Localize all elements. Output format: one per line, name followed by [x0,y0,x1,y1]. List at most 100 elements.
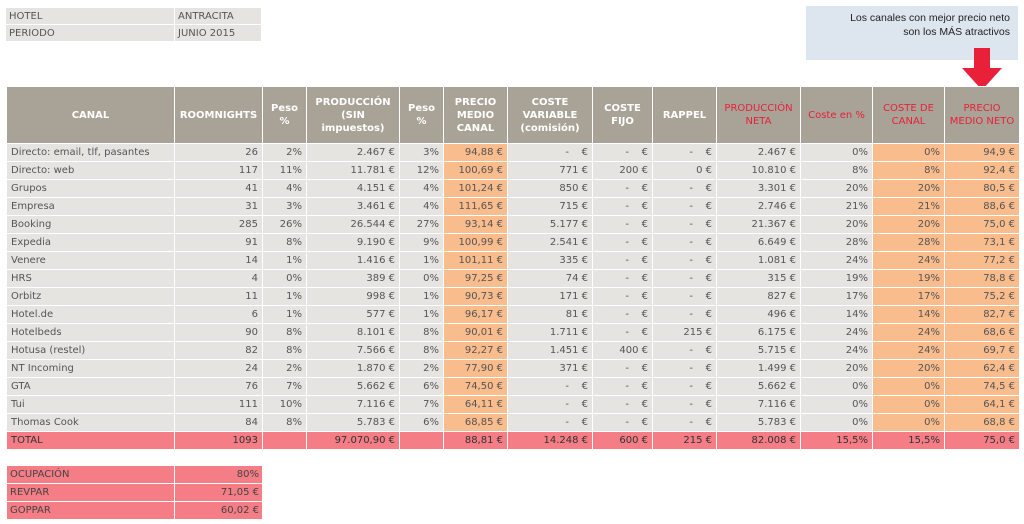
cell-10: 20% [800,359,873,378]
cell-3: 7.566 € [306,341,400,360]
cell-10: 14% [800,305,873,324]
cell-9: 827 € [716,287,801,306]
cell-6: - € [507,413,593,432]
cell-1: 26 [174,143,263,162]
cell-6: 14.248 € [507,431,593,450]
cell-2: 4% [262,179,307,198]
cell-6: - € [507,377,593,396]
cell-4: 4% [399,179,444,198]
cell-11: 20% [872,359,945,378]
cell-3: 7.116 € [306,395,400,414]
cell-1: 84 [174,413,263,432]
cell-4: 4% [399,197,444,216]
cell-3: 1.416 € [306,251,400,270]
cell-10: 28% [800,233,873,252]
column-header: PRODUCCIÓN NETA [716,86,801,144]
channel-name: Hotusa (restel) [6,341,175,360]
cell-1: 11 [174,287,263,306]
table-row: Venere 14 1% 1.416 €1% 101,11 €335 € - € - €1.… [6,251,1020,270]
cell-7: - € [592,215,653,234]
cell-1: 4 [174,269,263,288]
cell-9: 5.715 € [716,341,801,360]
periodo-value: JUNIO 2015 [174,24,261,42]
cell-12: 77,2 € [944,251,1020,270]
cell-2: 0% [262,269,307,288]
cell-9: 10.810 € [716,161,801,180]
cell-9: 3.301 € [716,179,801,198]
cell-10: 24% [800,341,873,360]
cell-10: 0% [800,413,873,432]
cell-6: 715 € [507,197,593,216]
cell-4: 2% [399,359,444,378]
cell-1: 285 [174,215,263,234]
kpi-label: REVPAR [6,483,175,502]
cell-6: - € [507,143,593,162]
kpi-row: GOPPAR 60,02 € [6,501,263,520]
cell-4: 12% [399,161,444,180]
cell-11: 21% [872,197,945,216]
cell-6: 81 € [507,305,593,324]
channel-name: GTA [6,377,175,396]
cell-6: 5.177 € [507,215,593,234]
table-row: Directo: email, tlf, pasantes 26 2% 2.467 €… [6,143,1020,162]
cell-8: 215 € [652,323,717,342]
cell-10: 17% [800,287,873,306]
table-row: Thomas Cook 84 8% 5.783 €6% 68,85 € - € - € - €… [6,413,1020,432]
cell-1: 91 [174,233,263,252]
note-line-1: Los canales con mejor precio neto [850,12,1010,24]
cell-4: 6% [399,377,444,396]
cell-3: 8.101 € [306,323,400,342]
cell-4: 1% [399,251,444,270]
cell-11: 28% [872,233,945,252]
cell-9: 496 € [716,305,801,324]
cell-8: - € [652,179,717,198]
cell-12: 78,8 € [944,269,1020,288]
table-row: Empresa 31 3% 3.461 €4% 111,65 €715 € - € - €2… [6,197,1020,216]
cell-9: 2.746 € [716,197,801,216]
cell-10: 20% [800,215,873,234]
cell-2: 26% [262,215,307,234]
cell-9: 2.467 € [716,143,801,162]
cell-10: 8% [800,161,873,180]
cell-5: 88,81 € [443,431,508,450]
column-header: Peso % [399,86,444,144]
cell-8: - € [652,197,717,216]
cell-12: 75,0 € [944,215,1020,234]
channel-name: Orbitz [6,287,175,306]
arrow-down-icon [962,48,1002,90]
channel-name: Directo: web [6,161,175,180]
cell-7: - € [592,269,653,288]
cell-2: 10% [262,395,307,414]
cell-5: 93,14 € [443,215,508,234]
hotel-value: ANTRACITA [174,8,261,25]
cell-4: 9% [399,233,444,252]
hotel-info: HOTEL ANTRACITA PERIODO JUNIO 2015 [6,8,261,42]
cell-2: 2% [262,359,307,378]
column-header: COSTE VARIABLE (comisión) [507,86,593,144]
cell-7: - € [592,179,653,198]
cell-12: 75,2 € [944,287,1020,306]
cell-6: 1.711 € [507,323,593,342]
cell-2: 2% [262,143,307,162]
table-row: NT Incoming 24 2% 1.870 €2% 77,90 €371 € - € -… [6,359,1020,378]
cell-11: 20% [872,179,945,198]
cell-1: 111 [174,395,263,414]
column-header: Coste en % [800,86,873,144]
cell-7: 600 € [592,431,653,450]
cell-3: 389 € [306,269,400,288]
cell-6: - € [507,395,593,414]
channel-name: HRS [6,269,175,288]
cell-3: 26.544 € [306,215,400,234]
note-box: Los canales con mejor precio neto son lo… [806,6,1018,60]
cell-6: 2.541 € [507,233,593,252]
cell-10: 20% [800,179,873,198]
cell-5: 74,50 € [443,377,508,396]
cell-10: 15,5% [800,431,873,450]
cell-7: - € [592,233,653,252]
channel-name: Tui [6,395,175,414]
cell-3: 1.870 € [306,359,400,378]
cell-5: 92,27 € [443,341,508,360]
cell-10: 0% [800,377,873,396]
cell-4: 8% [399,323,444,342]
cell-11: 20% [872,215,945,234]
